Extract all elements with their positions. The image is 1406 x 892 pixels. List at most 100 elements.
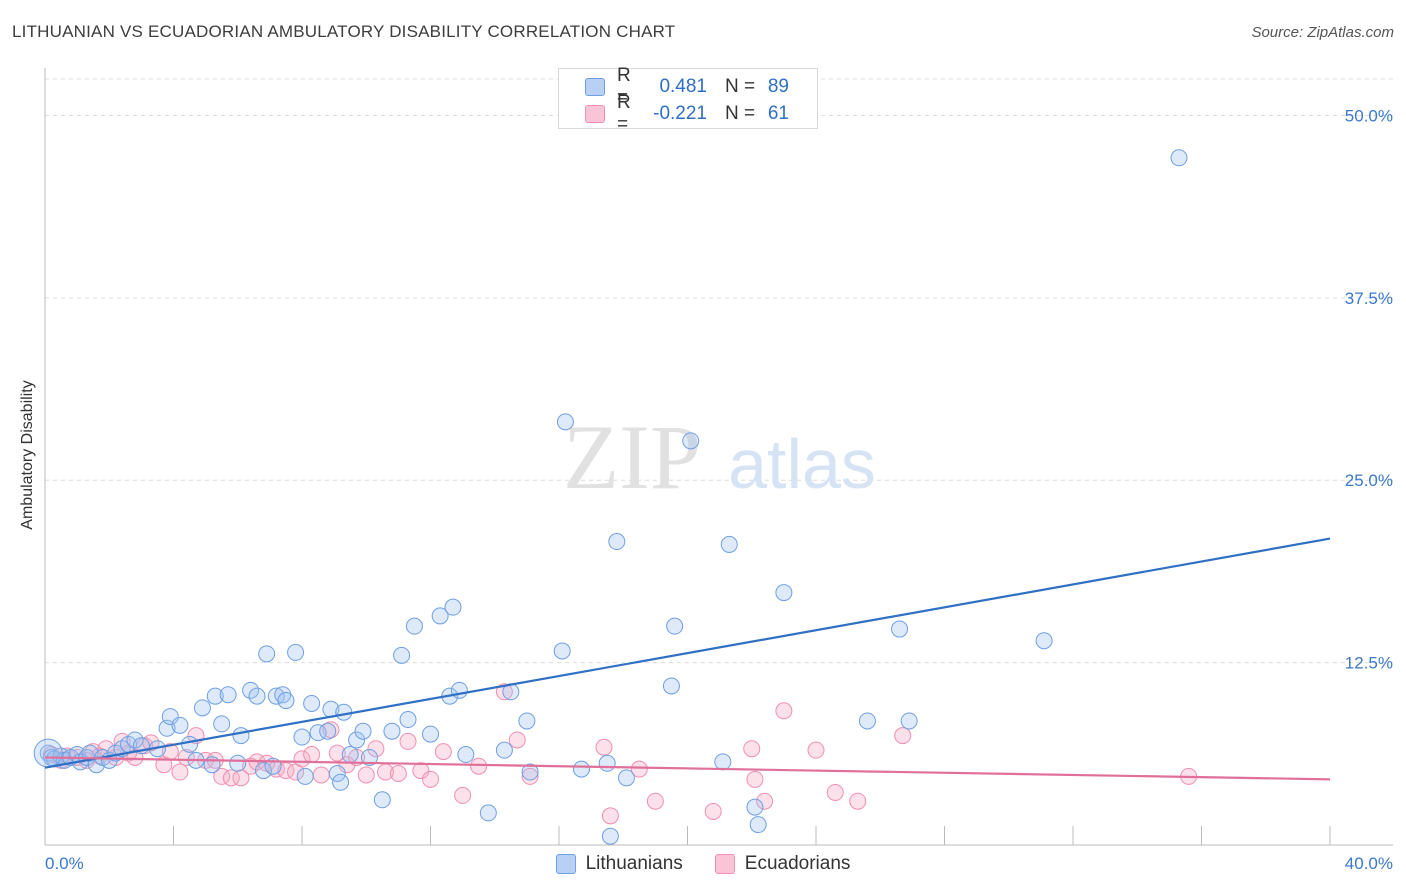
lithuanians-trend-line [44, 537, 1331, 769]
lithuanian-point [219, 686, 237, 704]
lithuanian-point [354, 722, 372, 740]
lithuanian-point [206, 687, 224, 705]
lithuanian-point [431, 607, 449, 625]
lithuanian-point [393, 646, 411, 664]
ecuadorian-point [743, 740, 761, 758]
lithuanian-point [319, 722, 337, 740]
lithuanian-point [666, 617, 684, 635]
lithuanian-point [450, 681, 468, 699]
lithuanian-point [248, 687, 266, 705]
ecuadorian-point [222, 769, 240, 787]
legend-item-lithuanians[interactable]: Lithuanians [555, 853, 683, 875]
watermark-atlas: atlas [728, 425, 876, 503]
lithuanian-point [287, 643, 305, 661]
n-label: N = [725, 76, 756, 97]
legend-label: Ecuadorians [744, 853, 851, 874]
lithuanian-point [332, 773, 350, 791]
lithuanian-point [229, 754, 247, 772]
lithuanians-swatch [585, 78, 605, 96]
lithuanian-point [682, 432, 700, 450]
legend-row-lithuanians: R = 0.481 N = 89 [585, 65, 789, 108]
ecuadorians-swatch [585, 105, 605, 123]
ecuadorian-point [807, 741, 825, 759]
legend-item-ecuadorians[interactable]: Ecuadorians [714, 853, 851, 875]
ecuadorian-point [704, 802, 722, 820]
lithuanian-point [383, 722, 401, 740]
lithuanian-point [161, 708, 179, 726]
ecuadorians-points [42, 683, 1198, 825]
ecuadorian-point [470, 757, 488, 775]
legend-row-ecuadorians: R = -0.221 N = 61 [585, 92, 789, 135]
lithuanian-point [1170, 149, 1188, 167]
r-label: R = [617, 92, 631, 135]
ecuadorian-point [367, 740, 385, 758]
grid-lines [45, 78, 1393, 664]
lithuanian-point [232, 727, 250, 745]
lithuanian-point [598, 754, 616, 772]
ecuadorian-point [232, 769, 250, 787]
ecuadorian-point [826, 783, 844, 801]
lithuanian-point [746, 798, 764, 816]
lithuanian-point [518, 712, 536, 730]
ecuadorian-point [630, 760, 648, 778]
ecuadorian-point [338, 756, 356, 774]
y-tick-label: 50.0% [1345, 106, 1393, 125]
lithuanian-point [479, 804, 497, 822]
lithuanian-point [720, 535, 738, 553]
ecuadorians-trend-line [44, 756, 1331, 781]
lithuanian-point [521, 763, 539, 781]
series-legend: Lithuanians Ecuadorians [0, 852, 1406, 876]
lithuanian-point [714, 753, 732, 771]
r-label: R = [617, 65, 631, 108]
lithuanian-point [360, 748, 378, 766]
lithuanian-point [267, 687, 285, 705]
ecuadorian-point [849, 792, 867, 810]
ecuadorian-point [646, 792, 664, 810]
y-tick-label: 12.5% [1345, 654, 1393, 673]
ecuadorian-point [434, 743, 452, 761]
ecuadorian-point [521, 767, 539, 785]
lithuanians-swatch [555, 854, 576, 874]
ecuadorian-point [312, 766, 330, 784]
watermark-zip: ZIP [563, 406, 701, 508]
axes [44, 68, 1393, 846]
ecuadorian-point [454, 786, 472, 804]
lithuanian-point [601, 827, 619, 845]
ecuadorian-point [595, 738, 613, 756]
ecuadorian-point [412, 762, 430, 780]
lithuanian-point [296, 767, 314, 785]
lithuanian-point [749, 816, 767, 834]
ecuadorian-point [422, 770, 439, 788]
lithuanian-point [608, 533, 626, 551]
lithuanian-point [444, 598, 462, 616]
lithuanian-point [254, 762, 272, 780]
ecuadorian-point [746, 770, 764, 788]
watermark: ZIP atlas [563, 406, 876, 508]
y-tick-label: 25.0% [1345, 471, 1393, 490]
lithuanian-point [405, 617, 423, 635]
lithuanian-point [858, 712, 876, 730]
lithuanian-point [193, 699, 211, 717]
trend-lines [44, 537, 1331, 781]
ecuadorian-point [303, 746, 321, 764]
lithuanian-point [556, 413, 574, 431]
lithuanian-point [87, 756, 105, 774]
ecuadorian-point [399, 732, 417, 750]
lithuanian-point [303, 694, 321, 712]
chart-title: LITHUANIAN VS ECUADORIAN AMBULATORY DISA… [12, 22, 676, 41]
ecuadorian-point [328, 744, 346, 762]
lithuanian-point [126, 731, 144, 749]
lithuanian-point [399, 711, 417, 729]
ecuadorian-point [177, 748, 195, 766]
ecuadorian-point [171, 763, 189, 781]
lithuanian-point [277, 692, 295, 710]
x-tick-label: 40.0% [1345, 854, 1393, 873]
lithuanian-point [242, 681, 260, 699]
ecuadorian-point [775, 702, 793, 720]
tick-labels: 12.5% 25.0% 37.5% 50.0% 0.0% 40.0% [45, 106, 1393, 873]
r-value: 0.481 [659, 76, 707, 97]
lithuanian-point [1035, 632, 1053, 650]
lithuanian-point [293, 728, 311, 746]
lithuanian-point [495, 741, 513, 759]
